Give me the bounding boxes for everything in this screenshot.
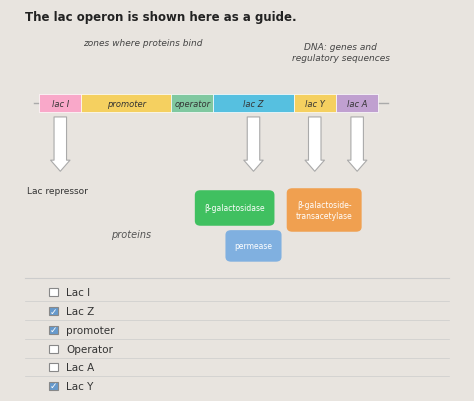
Text: lac Y: lac Y	[305, 99, 325, 108]
FancyBboxPatch shape	[336, 95, 378, 113]
FancyArrowPatch shape	[347, 117, 367, 172]
Text: DNA: genes and
regulatory sequences: DNA: genes and regulatory sequences	[292, 43, 390, 63]
Bar	[48, 288, 58, 296]
FancyBboxPatch shape	[195, 191, 274, 226]
Bar	[48, 382, 58, 390]
FancyBboxPatch shape	[171, 95, 213, 113]
FancyBboxPatch shape	[287, 189, 362, 232]
FancyBboxPatch shape	[226, 231, 282, 262]
Text: lac I: lac I	[52, 99, 69, 108]
Bar	[48, 363, 58, 371]
Text: promoter: promoter	[66, 325, 115, 335]
Text: β-galactosidase: β-galactosidase	[204, 204, 265, 213]
Bar	[48, 344, 58, 352]
Text: Operator: Operator	[66, 344, 113, 354]
Text: ✓: ✓	[49, 307, 57, 316]
Text: proteins: proteins	[111, 229, 151, 239]
Text: β-galactoside-
transacetylase: β-galactoside- transacetylase	[296, 201, 353, 220]
Text: Lac repressor: Lac repressor	[27, 186, 88, 196]
FancyArrowPatch shape	[51, 117, 70, 172]
Text: Lac I: Lac I	[66, 287, 91, 297]
Text: Lac A: Lac A	[66, 362, 95, 372]
Text: Lac Y: Lac Y	[66, 381, 94, 391]
Text: Lac Z: Lac Z	[66, 306, 95, 316]
Bar	[48, 326, 58, 334]
Text: ✓: ✓	[49, 326, 57, 334]
FancyArrowPatch shape	[244, 117, 263, 172]
FancyBboxPatch shape	[213, 95, 293, 113]
Bar	[48, 307, 58, 315]
Text: The lac operon is shown here as a guide.: The lac operon is shown here as a guide.	[25, 11, 297, 24]
FancyBboxPatch shape	[293, 95, 336, 113]
Text: ✓: ✓	[49, 381, 57, 390]
FancyBboxPatch shape	[39, 95, 82, 113]
Text: lac Z: lac Z	[243, 99, 264, 108]
Text: lac A: lac A	[347, 99, 367, 108]
Text: promoter: promoter	[107, 99, 146, 108]
Text: operator: operator	[174, 99, 210, 108]
FancyBboxPatch shape	[82, 95, 171, 113]
Text: permease: permease	[235, 242, 273, 251]
Text: zones where proteins bind: zones where proteins bind	[83, 39, 202, 48]
FancyArrowPatch shape	[305, 117, 325, 172]
